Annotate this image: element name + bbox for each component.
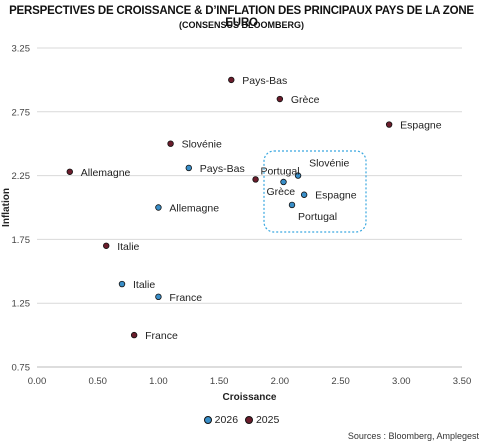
- point-2026-slovénie: [294, 172, 302, 179]
- x-tick-label: 1.50: [210, 376, 229, 387]
- point-label-2026: Grèce: [267, 186, 296, 198]
- point-2025-italie: [103, 242, 110, 249]
- point-label-2026: Espagne: [315, 190, 357, 202]
- point-2026-france: [155, 293, 162, 301]
- point-2025-slovénie: [167, 140, 174, 147]
- x-tick-label: 0.00: [28, 376, 47, 387]
- x-axis-label: Croissance: [223, 392, 277, 403]
- point-2025-pays-bas: [228, 76, 235, 84]
- y-tick-label: 1.75: [12, 235, 31, 246]
- point-label-2026: Italie: [133, 279, 155, 291]
- point-label-2026: Portugal: [298, 211, 337, 223]
- point-2026-italie: [118, 280, 126, 288]
- point-label-2025: Espagne: [400, 120, 442, 132]
- x-tick-label: 2.00: [271, 376, 290, 387]
- chart-title: PERSPECTIVES DE CROISSANCE & D’INFLATION…: [9, 5, 474, 29]
- point-label-2026: Pays-Bas: [200, 163, 245, 175]
- y-tick-label: 2.25: [12, 171, 31, 182]
- legend-marker-2026: [203, 416, 212, 425]
- point-label-2025: Pays-Bas: [242, 75, 287, 87]
- point-2026-portugal: [288, 201, 296, 209]
- point-label-2025: France: [145, 330, 178, 342]
- x-tick-label: 1.00: [149, 376, 168, 387]
- y-axis-label: Inflation: [1, 188, 12, 227]
- x-tick-label: 3.50: [453, 376, 472, 387]
- point-2026-espagne: [300, 191, 308, 198]
- point-label-2025: Portugal: [260, 165, 299, 177]
- x-tick-label: 2.50: [331, 376, 350, 387]
- point-2025-espagne: [385, 121, 393, 128]
- chart-subtitle: (CONSENSUS BLOOMBERG): [178, 20, 304, 30]
- x-tick-label: 3.00: [392, 376, 411, 387]
- point-2025-allemagne: [66, 168, 73, 175]
- x-tick-label: 0.50: [88, 376, 107, 387]
- point-label-2026: Slovénie: [309, 158, 349, 170]
- data-points: Pays-Bas Allemagne Italie France Slovénie Grè…: [66, 75, 442, 342]
- legend-label-2026: 2026: [214, 414, 239, 426]
- point-label-2025: Allemagne: [81, 167, 131, 179]
- point-2026-allemagne: [155, 204, 162, 211]
- point-2025-portugal: [252, 176, 259, 183]
- point-2026-pays-bas: [185, 164, 192, 172]
- legend-label-2025: 2025: [255, 414, 280, 426]
- legend-item-2026: 2026: [203, 414, 239, 426]
- legend: 2026 2025: [0, 414, 483, 426]
- point-2026-grèce: [280, 178, 287, 186]
- point-label-2026: France: [169, 292, 202, 304]
- y-tick-label: 2.75: [12, 107, 31, 118]
- source-note: Sources : Bloomberg, Amplegest: [347, 431, 479, 441]
- highlight-box: [263, 150, 367, 233]
- point-label-2025: Slovénie: [182, 139, 222, 151]
- y-tick-label: 3.25: [12, 44, 31, 55]
- point-2025-grèce: [276, 95, 284, 103]
- y-tick-label: 0.75: [12, 363, 31, 374]
- legend-marker-2025: [244, 416, 253, 425]
- point-label-2025: Italie: [117, 241, 139, 253]
- axes: 0.75 1.25 1.75 2.25 2.75 3.25 0.00 0.50 1.00 1.50…: [12, 44, 472, 388]
- point-label-2026: Allemagne: [169, 203, 219, 215]
- y-tick-label: 1.25: [12, 299, 31, 310]
- point-label-2025: Grèce: [291, 94, 320, 106]
- legend-item-2025: 2025: [244, 414, 280, 426]
- point-2025-france: [130, 331, 138, 339]
